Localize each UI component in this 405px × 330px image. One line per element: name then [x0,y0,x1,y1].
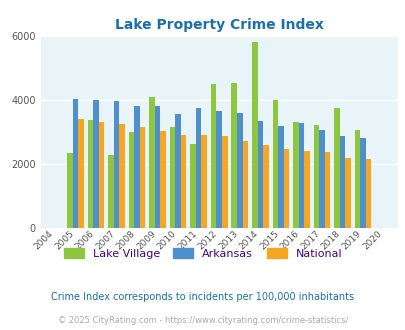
Bar [231,82,237,228]
Bar [354,130,359,228]
Bar [128,132,134,228]
Bar [140,127,145,228]
Bar [339,136,344,228]
Bar [196,108,201,228]
Bar [119,124,125,228]
Bar [113,101,119,228]
Bar [211,84,216,228]
Bar [216,111,222,228]
Bar [72,99,78,228]
Bar [237,113,242,228]
Bar [324,152,329,228]
Bar [154,107,160,228]
Bar [272,100,277,228]
Title: Lake Property Crime Index: Lake Property Crime Index [115,18,323,32]
Bar [190,144,196,228]
Bar [78,119,83,228]
Legend: Lake Village, Arkansas, National: Lake Village, Arkansas, National [60,244,345,263]
Bar [262,145,268,228]
Bar [67,153,72,228]
Bar [298,123,303,228]
Bar [333,108,339,228]
Bar [175,114,181,228]
Text: Crime Index corresponds to incidents per 100,000 inhabitants: Crime Index corresponds to incidents per… [51,292,354,302]
Bar [160,131,166,228]
Bar [277,126,283,228]
Bar [283,148,288,228]
Bar [292,122,298,228]
Bar [87,120,93,228]
Bar [108,155,113,228]
Bar [169,127,175,228]
Text: © 2025 CityRating.com - https://www.cityrating.com/crime-statistics/: © 2025 CityRating.com - https://www.city… [58,316,347,325]
Bar [303,151,309,228]
Bar [93,100,98,228]
Bar [365,159,371,228]
Bar [149,97,154,228]
Bar [344,157,350,228]
Bar [252,42,257,228]
Bar [134,106,140,228]
Bar [98,122,104,228]
Bar [222,136,227,228]
Bar [181,135,186,228]
Bar [242,141,247,228]
Bar [318,130,324,228]
Bar [359,138,365,228]
Bar [313,125,318,228]
Bar [201,135,207,228]
Bar [257,121,262,228]
